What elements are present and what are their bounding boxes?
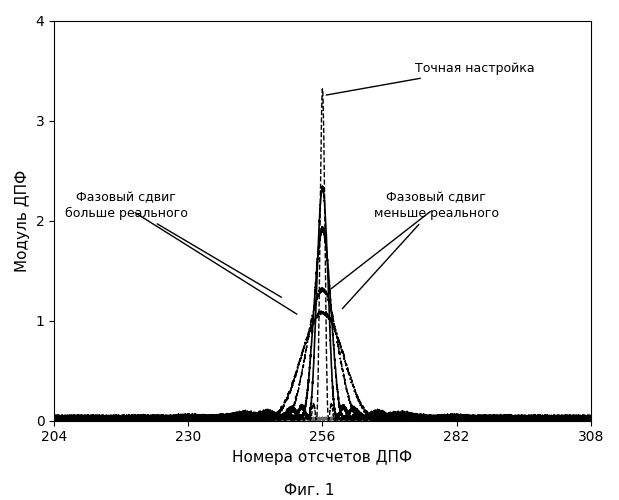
Text: Фиг. 1: Фиг. 1 — [284, 483, 335, 498]
Text: Фазовый сдвиг
меньше реального: Фазовый сдвиг меньше реального — [342, 192, 498, 308]
Text: Фазовый сдвиг
больше реального: Фазовый сдвиг больше реального — [65, 192, 282, 297]
Text: Точная настройка: Точная настройка — [326, 62, 535, 95]
Y-axis label: Модуль ДПФ: Модуль ДПФ — [15, 170, 30, 272]
X-axis label: Номера отсчетов ДПФ: Номера отсчетов ДПФ — [232, 450, 412, 465]
